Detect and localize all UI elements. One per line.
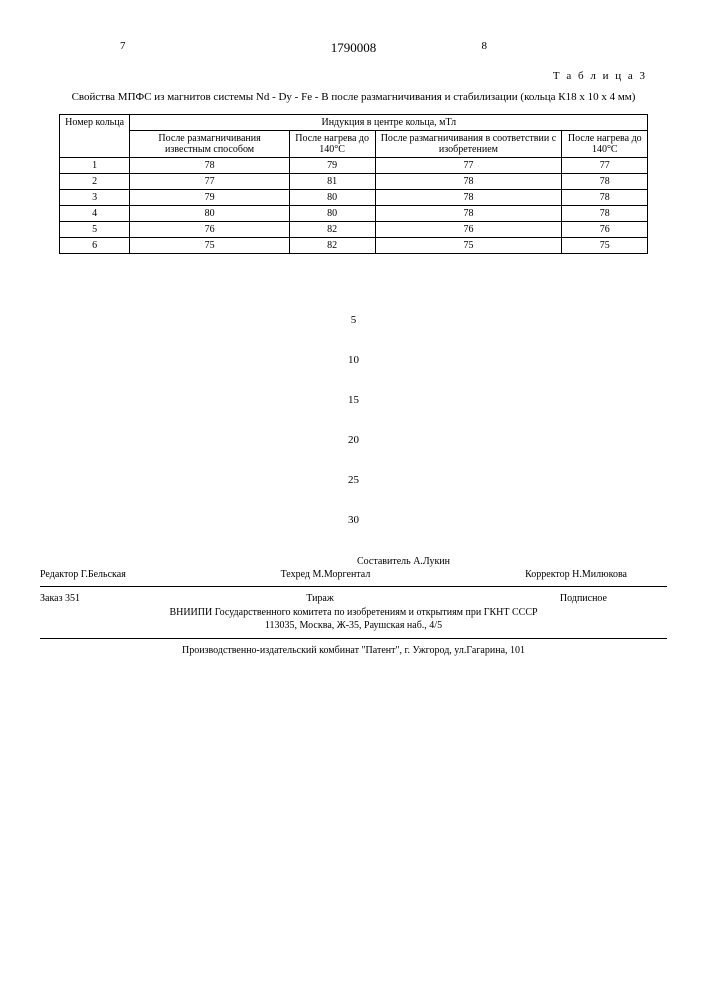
compiler-credit: Составитель А.Лукин (140, 556, 667, 567)
institute-address: ВНИИПИ Государственного комитета по изоб… (40, 606, 667, 632)
cell: 82 (289, 238, 375, 254)
editor-credit: Редактор Г.Бельская (40, 569, 126, 580)
cell: 81 (289, 174, 375, 190)
col-header-span: Индукция в центре кольца, мТл (130, 115, 648, 131)
line-number: 20 (40, 434, 667, 446)
page-number-left: 7 (120, 40, 126, 52)
cell: 76 (130, 222, 289, 238)
table-row: 4 80 80 78 78 (59, 206, 647, 222)
cell: 82 (289, 222, 375, 238)
cell: 78 (130, 158, 289, 174)
cell: 78 (375, 206, 562, 222)
page-header: 7 1790008 8 (40, 40, 667, 60)
line-number: 25 (40, 474, 667, 486)
col-header-2: После нагрева до 140°С (289, 131, 375, 158)
publisher-line: Производственно-издательский комбинат "П… (40, 645, 667, 656)
table-label: Т а б л и ц а 3 (40, 70, 667, 82)
table-row: 5 76 82 76 76 (59, 222, 647, 238)
cell: 77 (130, 174, 289, 190)
cell: 78 (375, 174, 562, 190)
cell: 75 (375, 238, 562, 254)
col-header-3: После размагничивания в соответствии с и… (375, 131, 562, 158)
corrector-credit: Корректор Н.Милюкова (525, 569, 627, 580)
line-number: 10 (40, 354, 667, 366)
cell: 80 (130, 206, 289, 222)
techred-credit: Техред М.Моргентал (281, 569, 371, 580)
col-header-4: После нагрева до 140°С (562, 131, 648, 158)
cell: 77 (562, 158, 648, 174)
cell: 77 (375, 158, 562, 174)
col-header-1: После размагничивания известным способом (130, 131, 289, 158)
cell: 3 (59, 190, 130, 206)
cell: 79 (130, 190, 289, 206)
order-number: Заказ 351 (40, 593, 80, 604)
cell: 78 (562, 174, 648, 190)
cell: 5 (59, 222, 130, 238)
podpisnoe-label: Подписное (560, 593, 607, 604)
line-number: 15 (40, 394, 667, 406)
page-number-right: 8 (482, 40, 488, 52)
institute-line: ВНИИПИ Государственного комитета по изоб… (40, 606, 667, 619)
cell: 1 (59, 158, 130, 174)
table-row: 2 77 81 78 78 (59, 174, 647, 190)
cell: 78 (562, 206, 648, 222)
cell: 4 (59, 206, 130, 222)
line-number: 5 (40, 314, 667, 326)
cell: 78 (375, 190, 562, 206)
cell: 80 (289, 206, 375, 222)
cell: 75 (130, 238, 289, 254)
tirazh-label: Тираж (306, 593, 334, 604)
cell: 76 (562, 222, 648, 238)
cell: 79 (289, 158, 375, 174)
credits-block: Составитель А.Лукин Редактор Г.Бельская … (40, 556, 667, 656)
line-number: 30 (40, 514, 667, 526)
cell: 78 (562, 190, 648, 206)
cell: 2 (59, 174, 130, 190)
divider (40, 586, 667, 587)
col-header-ring: Номер кольца (59, 115, 130, 158)
cell: 76 (375, 222, 562, 238)
table-caption: Свойства МПФС из магнитов системы Nd - D… (50, 90, 657, 104)
table-row: 6 75 82 75 75 (59, 238, 647, 254)
table-row: 1 78 79 77 77 (59, 158, 647, 174)
cell: 80 (289, 190, 375, 206)
table-row: 3 79 80 78 78 (59, 190, 647, 206)
cell: 6 (59, 238, 130, 254)
document-number: 1790008 (331, 40, 377, 56)
data-table: Номер кольца Индукция в центре кольца, м… (59, 114, 648, 254)
cell: 75 (562, 238, 648, 254)
institute-line: 113035, Москва, Ж-35, Раушская наб., 4/5 (40, 619, 667, 632)
divider (40, 638, 667, 639)
line-number-column: 5 10 15 20 25 30 (40, 314, 667, 526)
